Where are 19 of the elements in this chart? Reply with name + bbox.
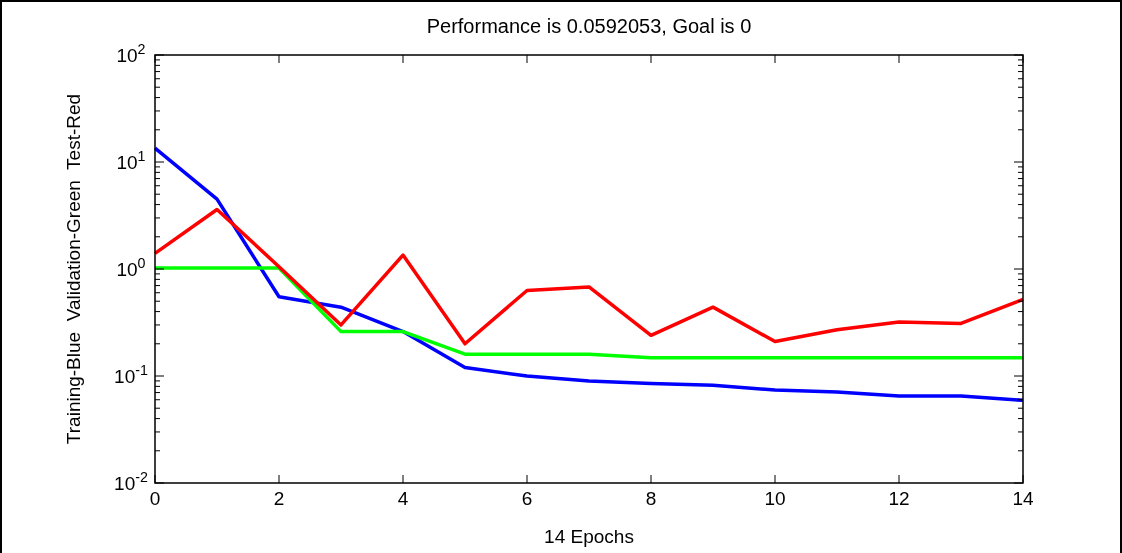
- x-tick-label: 10: [764, 488, 786, 509]
- x-tick-label: 0: [149, 488, 161, 509]
- y-axis-title: Training-Blue Validation-Green Test-Red: [63, 93, 84, 445]
- y-tick-label: 10$^{-1}$: [114, 362, 148, 387]
- x-axis-title: 14 Epochs: [544, 526, 634, 547]
- line-series: [153, 146, 1025, 403]
- y-tick-label: 10$^{1}$: [116, 148, 146, 173]
- line-series: [153, 266, 1025, 360]
- y-tick-label: 10$^{0}$: [116, 255, 146, 280]
- y-tick-label: 10$^{-2}$: [114, 469, 148, 494]
- x-tick-label: 12: [888, 488, 910, 509]
- x-tick-label: 8: [645, 488, 657, 509]
- y-tick-label: 10$^{2}$: [116, 41, 146, 66]
- x-tick-label: 2: [273, 488, 285, 509]
- x-tick-label: 4: [397, 488, 409, 509]
- line-series: [153, 207, 1025, 346]
- x-tick-label: 6: [521, 488, 533, 509]
- x-tick-label: 14: [1012, 488, 1034, 509]
- chart-title: Performance is 0.0592053, Goal is 0: [426, 15, 752, 37]
